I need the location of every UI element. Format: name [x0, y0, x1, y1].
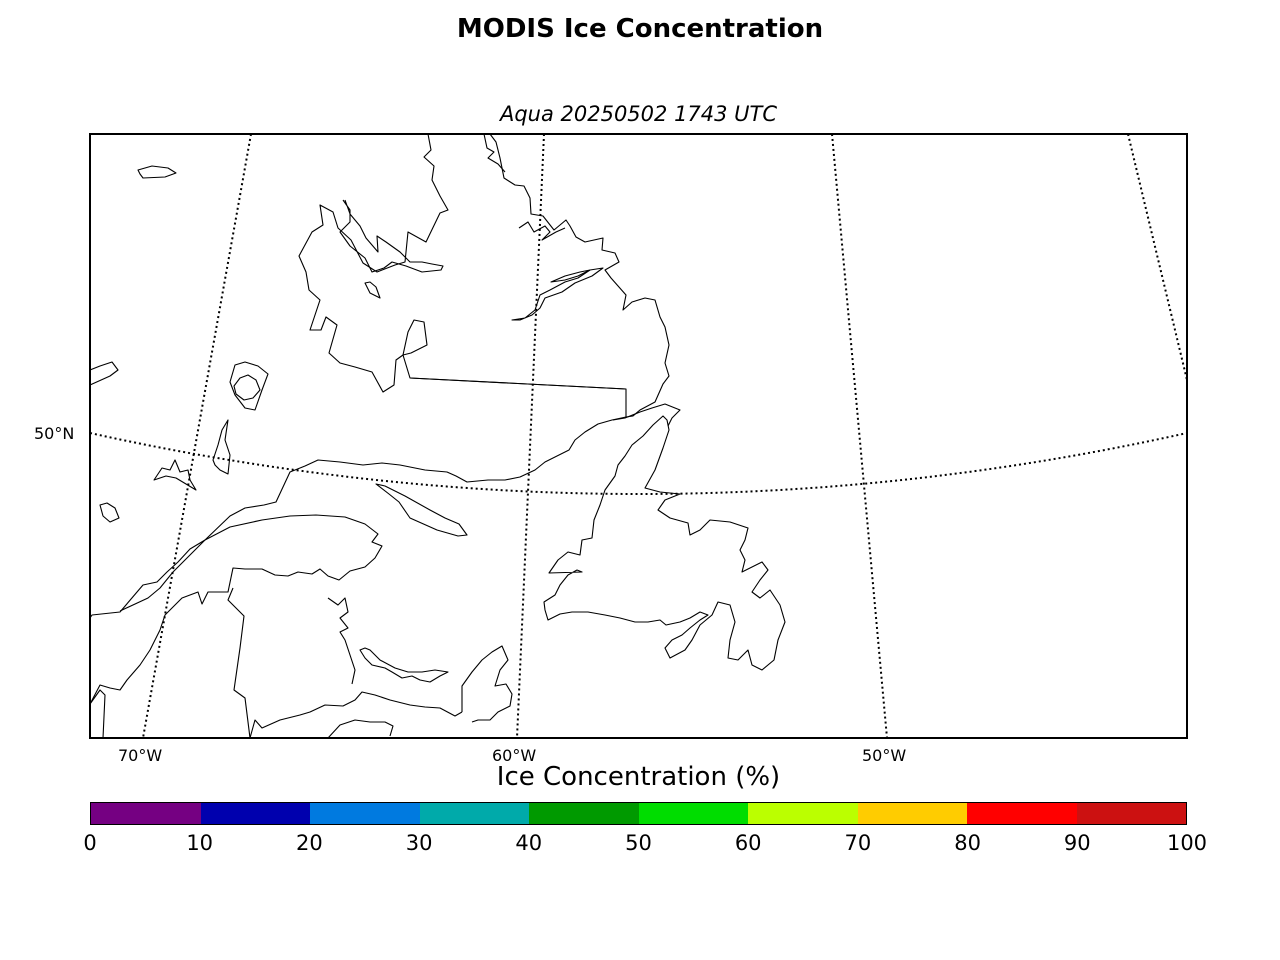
- coastline-nb-border: [227, 587, 251, 738]
- coastline-gulf-east-2: [550, 269, 591, 283]
- graticule: [90, 134, 1187, 738]
- colorbar-segment: [967, 803, 1077, 824]
- colorbar-tick-label: 50: [625, 831, 652, 855]
- colorbar-tick-label: 90: [1063, 831, 1091, 855]
- coastline-labrador-inlets: [339, 199, 444, 273]
- colorbar: [90, 802, 1187, 825]
- meridian-50w: [831, 134, 888, 738]
- lon-label-70w: 70°W: [118, 746, 163, 765]
- colorbar-segment: [200, 803, 310, 824]
- coastlines: [90, 134, 786, 738]
- coastline-gulf-east: [511, 267, 604, 321]
- colorbar-segment: [638, 803, 748, 824]
- coastline-labrador-bay: [364, 281, 381, 299]
- meridian-70w: [142, 134, 252, 738]
- colorbar-tick-label: 30: [405, 831, 433, 855]
- coastline-labrador: [298, 134, 670, 418]
- lon-label-60w: 60°W: [492, 746, 537, 765]
- colorbar-tick-label: 20: [296, 831, 323, 855]
- meridian-40w: [1127, 134, 1187, 381]
- coastline-west-edge: [90, 361, 119, 386]
- colorbar-title: Ice Concentration (%): [496, 762, 781, 792]
- map-subtitle: Aqua 20250502 1743 UTC: [499, 102, 778, 126]
- coastline-cape-breton: [461, 645, 513, 723]
- coastline-river-west: [153, 459, 197, 491]
- border-quebec-labrador: [409, 377, 627, 390]
- colorbar-segment: [1076, 803, 1186, 824]
- colorbar-tick-label: 60: [734, 831, 762, 855]
- meridian-60w: [516, 134, 545, 738]
- colorbar-segment: [419, 803, 529, 824]
- colorbar-segment: [91, 803, 201, 824]
- colorbar-segment: [529, 803, 639, 824]
- coastline-north-shore: [90, 416, 627, 619]
- colorbar-tick-label: 80: [954, 831, 981, 855]
- coastline-new-brunswick: [90, 689, 106, 738]
- colorbar-segment: [310, 803, 420, 824]
- colorbar-tick-label: 100: [1166, 831, 1208, 855]
- coastline-lake-west: [99, 502, 120, 523]
- colorbar-tick-label: 70: [844, 831, 872, 855]
- coastline-newfoundland: [543, 415, 786, 671]
- colorbar-tick-label: 10: [186, 831, 214, 855]
- colorbar-tick-label: 0: [83, 831, 97, 855]
- coastline-nf-northern-peninsula: [612, 403, 681, 427]
- lon-label-50w: 50°W: [862, 746, 907, 765]
- coastline-nb-east: [327, 597, 356, 685]
- lat-label-50n: 50°N: [34, 424, 75, 443]
- map-border: [89, 133, 1188, 739]
- map-title: MODIS Ice Concentration: [456, 14, 824, 44]
- parallel-50n: [90, 432, 1187, 495]
- colorbar-segment: [748, 803, 858, 824]
- coastline-north-islet: [483, 134, 506, 173]
- colorbar-segment: [857, 803, 967, 824]
- coastline-lake-north: [137, 165, 177, 179]
- coastline-river-west-2: [212, 419, 231, 475]
- coastline-gaspe: [90, 514, 383, 705]
- coastline-labrador-east: [518, 221, 566, 241]
- coastline-pei-area: [249, 691, 463, 738]
- coastline-lake-central: [233, 374, 261, 401]
- coastline-lake-ring: [229, 361, 269, 411]
- map-frame: [90, 134, 1187, 738]
- coastline-pei: [359, 647, 449, 683]
- coastline-ns-east: [327, 719, 394, 738]
- coastline-anticosti: [375, 483, 468, 537]
- colorbar-tick-label: 40: [515, 831, 543, 855]
